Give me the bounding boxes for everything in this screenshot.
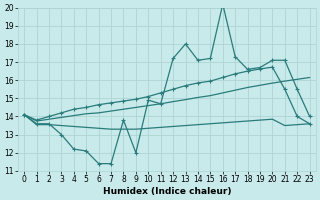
X-axis label: Humidex (Indice chaleur): Humidex (Indice chaleur): [103, 187, 231, 196]
